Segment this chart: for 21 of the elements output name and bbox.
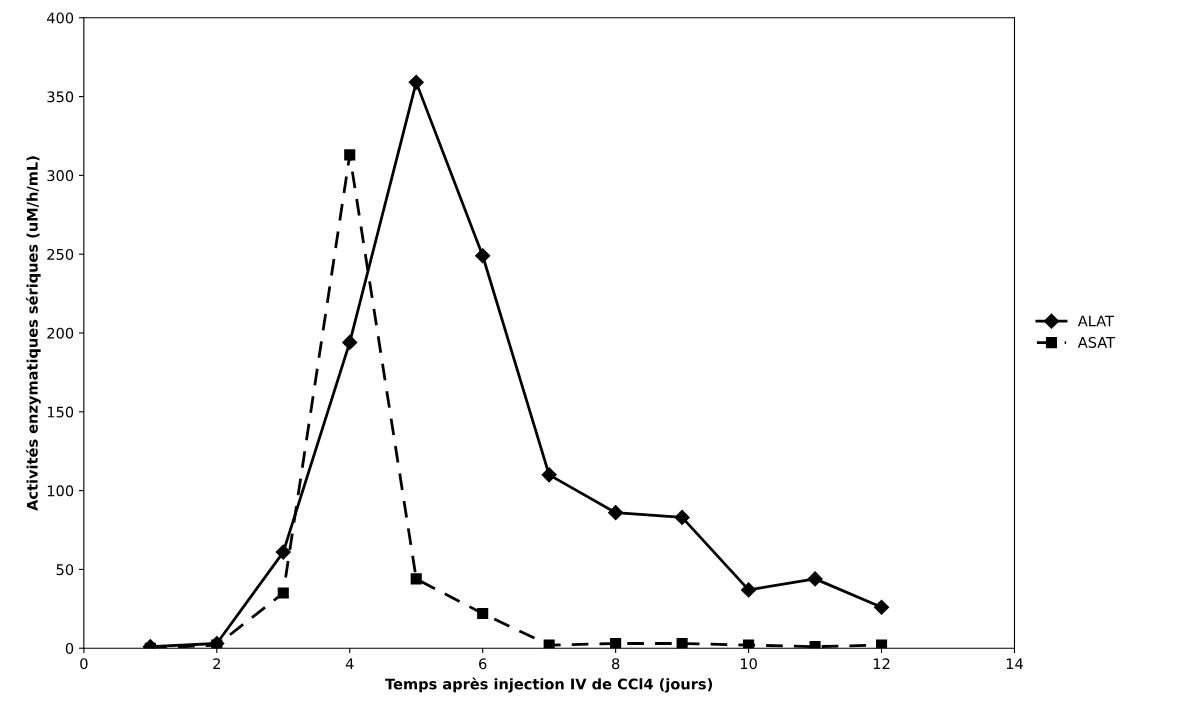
legend-label: ALAT [1077, 315, 1114, 327]
y-tick-label: 200 [47, 327, 74, 339]
y-axis-title: Activités enzymatiques sériques (uM/h/mL) [25, 156, 41, 511]
y-tick-label: 250 [47, 248, 74, 260]
x-tick-label: 10 [740, 658, 757, 670]
x-tick-label: 0 [80, 658, 88, 670]
x-axis-title: Temps après injection IV de CCl4 (jours) [385, 677, 713, 693]
x-tick-label: 12 [873, 658, 890, 670]
y-tick-label: 400 [47, 12, 74, 24]
x-tick-label: 2 [213, 658, 220, 670]
x-tick-label: 14 [1006, 658, 1023, 670]
y-tick-label: 100 [47, 485, 74, 497]
x-tick-label: 6 [479, 658, 487, 670]
legend-label: ASAT [1077, 336, 1116, 348]
y-tick-label: 300 [47, 170, 74, 182]
x-tick-label: 4 [345, 658, 354, 670]
y-tick-label: 350 [47, 91, 74, 103]
x-tick-label: 8 [611, 658, 620, 670]
y-tick-label: 0 [65, 642, 74, 654]
y-tick-label: 150 [47, 406, 74, 418]
y-tick-label: 50 [56, 564, 74, 576]
